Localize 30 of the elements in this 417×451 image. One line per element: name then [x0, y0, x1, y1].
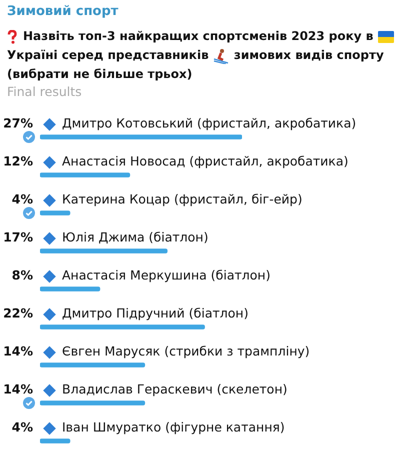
- y-tick-label: Дмитро Підручний (біатлон): [62, 305, 248, 320]
- data-label: 27%: [3, 115, 34, 130]
- bar: [40, 286, 100, 292]
- data-label: 4%: [12, 191, 34, 206]
- bar: [40, 248, 168, 254]
- bar: [40, 134, 242, 140]
- bar: [40, 210, 70, 216]
- bar: [40, 400, 146, 406]
- data-label: 17%: [3, 229, 34, 244]
- bar: [40, 172, 130, 178]
- y-tick-label: Анастасія Меркушина (біатлон): [62, 267, 270, 282]
- text: Final results: [7, 84, 82, 99]
- y-tick-label: Анастасія Новосад (фристайл, акробатика): [62, 153, 348, 168]
- text: Назвіть топ-3 найкращих спортсменів 2023 року в Україні серед представників зимових видів спорту (вибрати не більше трьох): [7, 29, 384, 81]
- y-tick-label: Євген Марусяк (стрибки з трампліну): [62, 343, 310, 358]
- y-tick-label: Іван Шмуратко (фігурне катання): [62, 419, 285, 434]
- data-label: 22%: [3, 305, 34, 320]
- bar: [40, 438, 70, 444]
- y-tick-label: Владислав Гераскевич (скелетон): [62, 381, 288, 396]
- bar: [40, 362, 146, 368]
- y-tick-label: Дмитро Котовський (фристайл, акробатика): [62, 115, 356, 130]
- data-label: 4%: [12, 419, 34, 434]
- bar: [40, 324, 205, 330]
- y-tick-label: Катерина Коцар (фристайл, біг-ейр): [62, 191, 302, 206]
- chart-title: Зимовий спорт: [7, 4, 118, 19]
- data-label: 12%: [3, 153, 34, 168]
- y-tick-label: Юлія Джима (біатлон): [62, 229, 208, 244]
- data-label: 14%: [3, 343, 34, 358]
- data-label: 14%: [3, 381, 34, 396]
- data-label: 8%: [12, 267, 34, 282]
